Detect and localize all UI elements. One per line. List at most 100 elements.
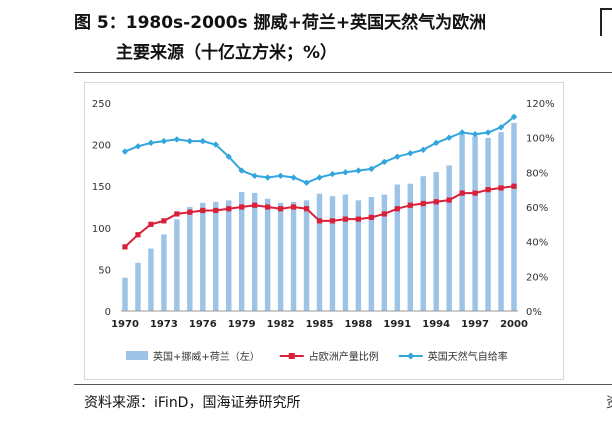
line-point <box>342 216 349 222</box>
line-point <box>498 185 504 191</box>
source-note: 资料来源：iFinD，国海证券研究所 <box>84 395 301 411</box>
line-point <box>368 165 375 173</box>
line-point <box>148 221 154 227</box>
line-point <box>433 199 439 205</box>
line-point <box>485 187 491 193</box>
line-point <box>251 172 258 179</box>
line-point <box>134 143 142 150</box>
line-point <box>303 179 310 186</box>
line-point <box>407 150 414 157</box>
bar <box>355 200 362 311</box>
x-tick-label: 2000 <box>500 319 528 330</box>
bar <box>316 193 323 311</box>
legend-label: 英国天然气自给率 <box>428 350 508 363</box>
line-point <box>212 141 219 148</box>
bar <box>342 194 349 311</box>
bar <box>407 183 413 311</box>
line-point <box>355 167 362 174</box>
adjacent-figure-fragment <box>600 8 612 36</box>
line-point <box>471 131 479 138</box>
line-point <box>290 204 297 210</box>
bar <box>498 132 504 311</box>
line-point <box>186 137 194 145</box>
bar <box>161 234 167 311</box>
y-left-tick-label: 0 <box>105 307 111 318</box>
line-point <box>147 139 155 147</box>
y-left-tick-label: 150 <box>92 182 111 193</box>
bar <box>394 184 401 311</box>
line-point <box>368 214 374 220</box>
line-point <box>329 170 336 178</box>
line-point <box>511 183 517 189</box>
x-tick-label: 1991 <box>383 319 411 330</box>
line-point <box>420 200 426 207</box>
line-point <box>161 218 167 224</box>
line-point <box>407 202 413 208</box>
series-line <box>124 116 515 184</box>
line-point <box>238 167 245 174</box>
y-left-tick-label: 250 <box>92 99 111 110</box>
bar <box>135 262 141 311</box>
x-tick-label: 1994 <box>422 319 450 330</box>
line-point <box>342 169 349 176</box>
legend-marker <box>288 353 295 359</box>
line-point <box>213 207 219 214</box>
source-divider <box>74 384 612 385</box>
line-point <box>484 129 492 136</box>
line-point <box>316 174 323 181</box>
bar <box>264 198 271 311</box>
line-point <box>420 146 427 153</box>
y-right-tick-label: 120% <box>526 99 555 110</box>
line-point <box>316 218 323 224</box>
x-tick-label: 1997 <box>461 319 489 330</box>
legend-marker <box>407 352 415 360</box>
line-point <box>445 134 453 141</box>
x-tick-label: 1985 <box>306 319 334 330</box>
legend-label: 英国+挪威+荷兰（左） <box>153 350 260 363</box>
line-point <box>472 190 478 196</box>
line-point <box>459 190 465 196</box>
bar <box>290 202 297 311</box>
y-right-tick-label: 0% <box>526 307 542 318</box>
bar <box>446 165 452 311</box>
line-point <box>187 209 193 215</box>
x-tick-label: 1970 <box>111 319 139 330</box>
line-point <box>303 206 310 212</box>
bar <box>420 176 426 311</box>
line-point <box>446 197 452 203</box>
x-tick-label: 1976 <box>189 319 217 330</box>
adjacent-source-fragment: 资 <box>606 392 612 412</box>
bar <box>187 207 193 311</box>
line-point <box>381 211 387 217</box>
line-point <box>277 172 284 179</box>
bar <box>303 200 310 311</box>
line-point <box>252 202 258 208</box>
legend-swatch <box>126 351 148 360</box>
line-point <box>122 244 128 250</box>
line-point <box>135 232 141 238</box>
y-right-tick-label: 80% <box>526 168 548 179</box>
bar <box>213 202 219 311</box>
line-point <box>199 137 206 145</box>
x-tick-label: 1982 <box>267 319 295 330</box>
title-divider <box>74 72 612 73</box>
figure-title-line2: 主要来源（十亿立方米；%） <box>116 43 338 63</box>
y-right-tick-label: 100% <box>526 134 555 145</box>
line-point <box>174 211 180 217</box>
bar <box>459 134 465 311</box>
y-left-tick-label: 50 <box>98 265 111 276</box>
legend-label: 占欧洲产量比例 <box>309 350 379 363</box>
x-tick-label: 1973 <box>150 319 178 330</box>
line-point <box>433 139 440 147</box>
line-point <box>225 153 232 160</box>
chart-frame <box>84 82 564 380</box>
x-tick-label: 1979 <box>228 319 256 330</box>
bar <box>433 172 439 311</box>
bar <box>277 202 284 311</box>
bar <box>226 200 232 311</box>
line-point <box>394 153 401 160</box>
line-point <box>510 113 518 121</box>
bar <box>122 277 128 311</box>
bar <box>368 197 375 311</box>
line-point <box>329 218 336 224</box>
